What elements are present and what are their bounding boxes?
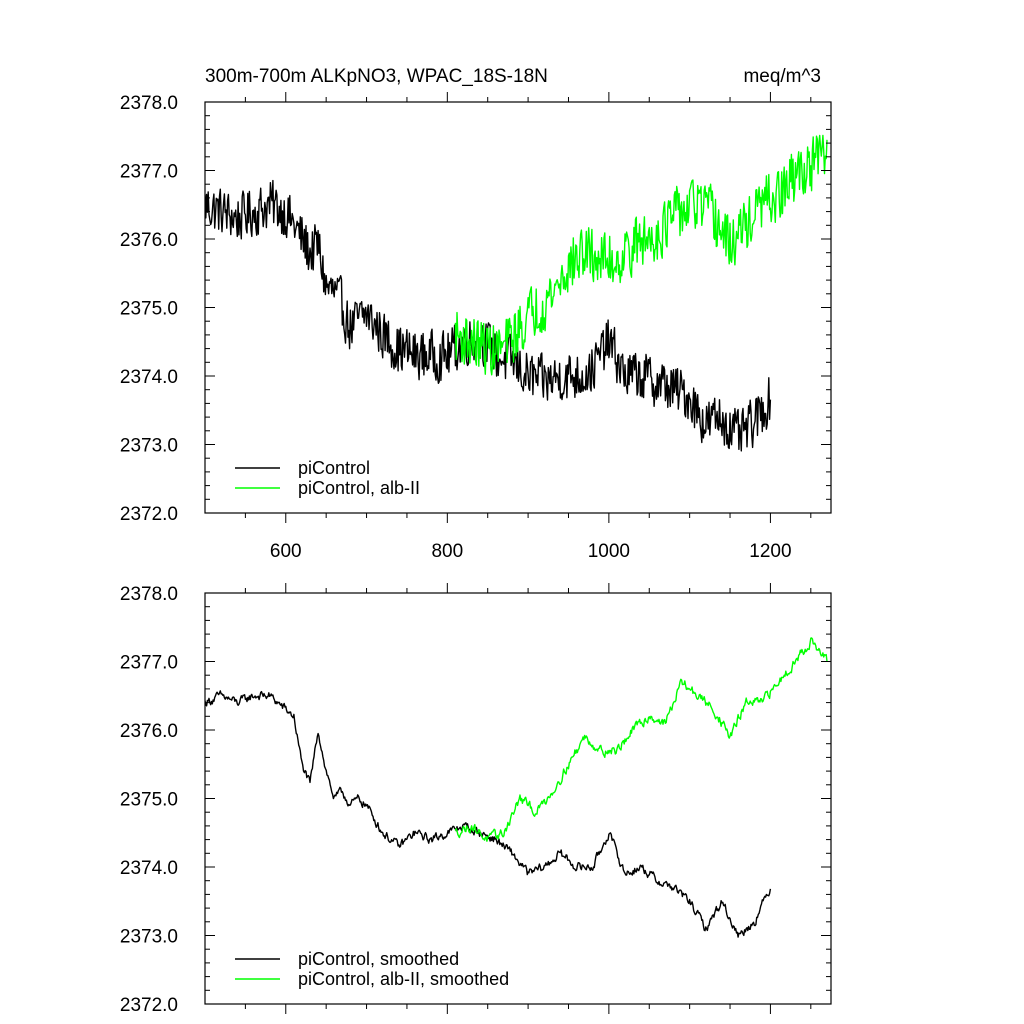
y-tick-label: 2378.0 — [120, 584, 178, 605]
y-tick-label: 2378.0 — [120, 93, 178, 114]
series-line-picontrol-alb-ii-smoothed — [454, 637, 828, 842]
y-tick-label: 2374.0 — [120, 858, 178, 879]
x-tick-label: 600 — [270, 541, 302, 562]
x-tick-label: 1200 — [749, 541, 791, 562]
y-tick-label: 2373.0 — [120, 436, 178, 457]
legend-label: piControl, alb-II — [298, 478, 420, 498]
y-tick-label: 2377.0 — [120, 653, 178, 674]
series-line-picontrol-smoothed — [205, 690, 772, 938]
y-tick-label: 2376.0 — [120, 721, 178, 742]
legend-label: piControl — [298, 458, 370, 478]
series-line-picontrol — [205, 179, 772, 452]
plot-frame — [204, 101, 832, 514]
y-tick-label: 2373.0 — [120, 927, 178, 948]
top-title: 300m-700m ALKpNO3, WPAC_18S-18N — [205, 66, 548, 87]
y-tick-label: 2375.0 — [120, 299, 178, 320]
y-tick-label: 2376.0 — [120, 230, 178, 251]
bottom-panel: 2372.0 2373.0 2374.0 2375.0 2376.0 2377.0 2378… — [120, 583, 832, 1016]
top-units: meq/m^3 — [743, 66, 821, 87]
plot-frame — [204, 592, 832, 1005]
x-tick-label: 800 — [431, 541, 463, 562]
legend-label: piControl, alb-II, smoothed — [298, 969, 509, 989]
y-tick-label: 2372.0 — [120, 504, 178, 525]
top-panel: 2372.0 2373.0 2374.0 2375.0 2376.0 2377.0 2378… — [120, 92, 832, 562]
y-tick-label: 2375.0 — [120, 790, 178, 811]
x-tick-label: 1000 — [588, 541, 630, 562]
legend-label: piControl, smoothed — [298, 949, 459, 969]
y-tick-label: 2372.0 — [120, 995, 178, 1016]
y-tick-label: 2377.0 — [120, 162, 178, 183]
series-line-picontrol-alb-ii — [454, 134, 828, 376]
y-tick-label: 2374.0 — [120, 367, 178, 388]
